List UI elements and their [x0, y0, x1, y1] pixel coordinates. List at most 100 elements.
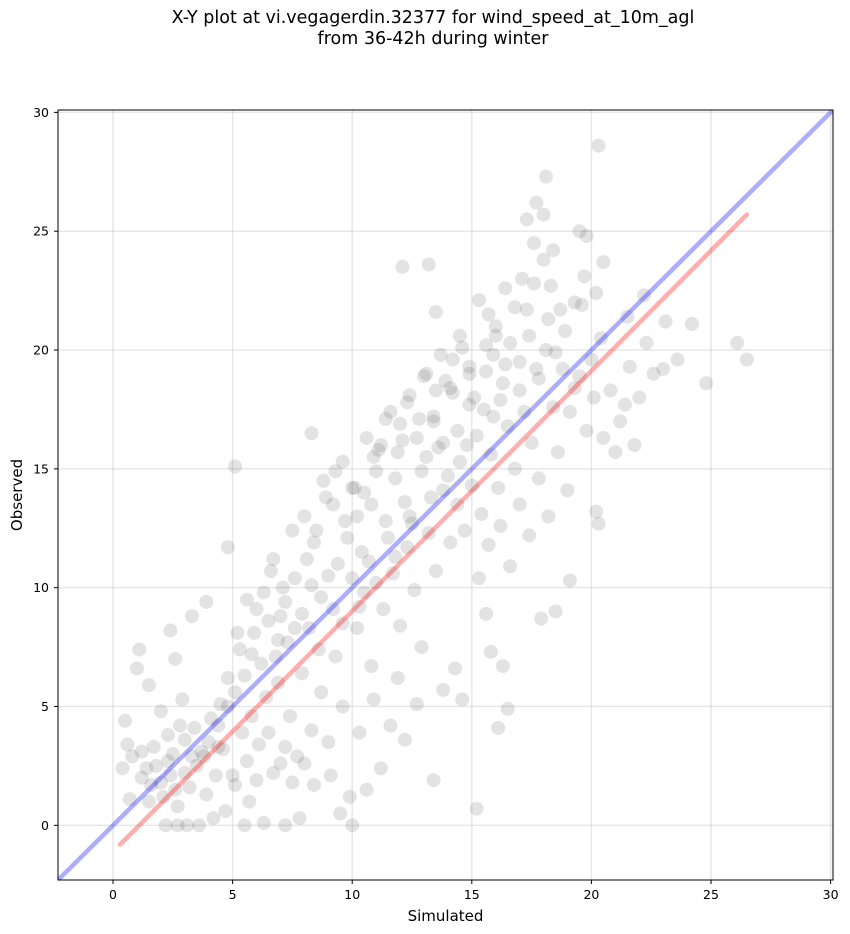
- data-point: [500, 419, 515, 434]
- x-tick-label: 0: [109, 887, 117, 902]
- data-point: [364, 659, 379, 674]
- data-point: [436, 682, 451, 697]
- data-point: [393, 416, 408, 431]
- x-tick-label: 15: [464, 887, 480, 902]
- data-point: [491, 480, 506, 495]
- data-point: [294, 666, 309, 681]
- data-point: [385, 566, 400, 581]
- data-point: [287, 621, 302, 636]
- data-point: [333, 806, 348, 821]
- data-point: [596, 430, 611, 445]
- data-point: [225, 768, 240, 783]
- data-point: [393, 618, 408, 633]
- data-point: [271, 675, 286, 690]
- data-point: [357, 485, 372, 500]
- data-point: [684, 316, 699, 331]
- data-point: [122, 792, 137, 807]
- data-point: [172, 718, 187, 733]
- data-point: [409, 430, 424, 445]
- data-point: [440, 468, 455, 483]
- data-point: [558, 324, 573, 339]
- data-point: [261, 613, 276, 628]
- data-point: [359, 782, 374, 797]
- data-point: [462, 366, 477, 381]
- data-point: [546, 400, 561, 415]
- data-point: [572, 369, 587, 384]
- data-point: [373, 761, 388, 776]
- data-point: [211, 739, 226, 754]
- data-point: [228, 777, 243, 792]
- data-point: [335, 699, 350, 714]
- data-point: [555, 362, 570, 377]
- data-point: [263, 564, 278, 579]
- data-point: [283, 709, 298, 724]
- y-tick-label: 25: [33, 224, 49, 239]
- data-point: [304, 426, 319, 441]
- data-point: [357, 585, 372, 600]
- data-point: [349, 621, 364, 636]
- data-point: [261, 725, 276, 740]
- data-point: [739, 352, 754, 367]
- data-point: [448, 661, 463, 676]
- data-point: [156, 789, 171, 804]
- data-point: [412, 411, 427, 426]
- data-point: [574, 297, 589, 312]
- data-point: [436, 435, 451, 450]
- data-point: [259, 690, 274, 705]
- x-tick-label: 5: [229, 887, 237, 902]
- data-point: [469, 428, 484, 443]
- y-tick-label: 30: [33, 105, 49, 120]
- data-point: [670, 352, 685, 367]
- data-point: [617, 397, 632, 412]
- data-point: [589, 285, 604, 300]
- data-point: [603, 383, 618, 398]
- data-point: [199, 787, 214, 802]
- data-point: [184, 609, 199, 624]
- data-point: [531, 371, 546, 386]
- data-point: [196, 749, 211, 764]
- data-point: [278, 594, 293, 609]
- data-point: [242, 794, 257, 809]
- data-point: [168, 782, 183, 797]
- data-point: [416, 369, 431, 384]
- data-point: [251, 737, 266, 752]
- data-point: [330, 556, 345, 571]
- data-point: [204, 711, 219, 726]
- data-point: [266, 552, 281, 567]
- data-point: [383, 404, 398, 419]
- data-point: [622, 359, 637, 374]
- data-point: [462, 397, 477, 412]
- data-point: [646, 366, 661, 381]
- data-point: [120, 737, 135, 752]
- data-point: [562, 573, 577, 588]
- data-point: [507, 300, 522, 315]
- data-point: [541, 509, 556, 524]
- data-point: [299, 552, 314, 567]
- data-point: [239, 592, 254, 607]
- data-point: [153, 775, 168, 790]
- data-point: [479, 606, 494, 621]
- data-point: [163, 623, 178, 638]
- data-point: [314, 590, 329, 605]
- data-point: [132, 642, 147, 657]
- data-point: [546, 243, 561, 258]
- y-tick-label: 20: [33, 343, 49, 358]
- data-point: [529, 362, 544, 377]
- data-point: [402, 509, 417, 524]
- data-point: [395, 259, 410, 274]
- data-point: [297, 756, 312, 771]
- data-point: [421, 526, 436, 541]
- data-point: [249, 773, 264, 788]
- data-point: [134, 770, 149, 785]
- data-point: [553, 302, 568, 317]
- data-point: [239, 754, 254, 769]
- data-point: [515, 271, 530, 286]
- data-point: [512, 497, 527, 512]
- y-tick-label: 0: [41, 818, 49, 833]
- data-point: [364, 497, 379, 512]
- data-point: [572, 224, 587, 239]
- data-point: [402, 388, 417, 403]
- data-point: [699, 376, 714, 391]
- data-point: [373, 438, 388, 453]
